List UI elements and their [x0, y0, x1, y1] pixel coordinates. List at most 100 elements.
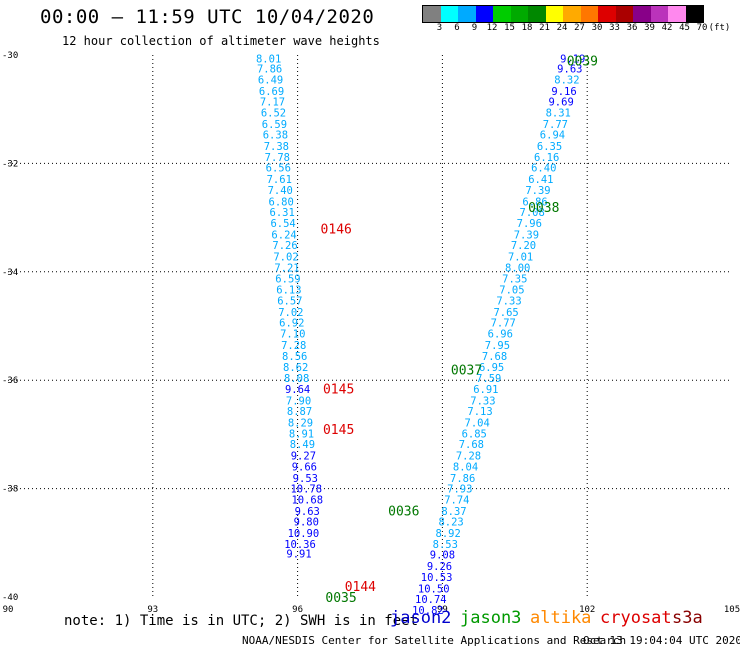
legend-label: 15 [504, 23, 515, 33]
legend-label: 21 [539, 23, 550, 33]
y-tick-label: -40 [2, 593, 18, 603]
swh-value: 6.94 [540, 130, 565, 142]
swh-value: 8.23 [438, 517, 463, 529]
swh-value: 8.08 [284, 373, 309, 385]
pass-id-label: 0145 [323, 382, 354, 397]
legend-swatch [598, 6, 616, 22]
swh-value: 10.50 [418, 583, 450, 595]
legend-swatch [440, 6, 458, 22]
swh-value: 8.29 [288, 417, 313, 429]
swh-value: 7.39 [525, 185, 550, 197]
legend-swatch [633, 6, 651, 22]
color-scale-labels: 3 6 9 12 15 18 21 24 27 30 33 36 39 42 45 70 (ft) [422, 23, 740, 35]
legend-label: 45 [679, 23, 690, 33]
timestamp: Oct 13 19:04:04 UTC 2020 [583, 634, 740, 647]
swh-value: 6.16 [534, 152, 559, 164]
swh-value: 8.91 [289, 428, 314, 440]
pass-id-label: 0146 [321, 222, 352, 237]
swh-value: 7.68 [482, 351, 507, 363]
swh-value: 7.59 [476, 373, 501, 385]
swh-value: 6.57 [277, 296, 302, 308]
swh-value: 8.32 [554, 74, 579, 86]
pass-id-label: 0145 [323, 423, 354, 438]
swh-value: 8.92 [436, 528, 461, 540]
swh-value: 7.65 [493, 307, 518, 319]
swh-value: 7.28 [456, 451, 481, 463]
swh-value: 10.53 [421, 572, 453, 584]
y-tick-label: -30 [2, 51, 18, 61]
legend-swatch [423, 6, 441, 22]
swh-value: 7.33 [470, 395, 495, 407]
swh-value: 7.20 [511, 240, 536, 252]
x-tick-label: 90 [3, 605, 14, 615]
legend-label: 39 [644, 23, 655, 33]
swh-value: 9.26 [427, 561, 452, 573]
swh-value: 10.90 [288, 528, 320, 540]
page-subtitle: 12 hour collection of altimeter wave hei… [62, 34, 380, 48]
color-scale-legend [422, 5, 704, 23]
satellite-name: s3a [672, 608, 703, 628]
swh-value: 6.92 [279, 318, 304, 330]
satellite-name: altika [530, 608, 592, 628]
swh-value: 7.05 [499, 285, 524, 297]
swh-value: 10.78 [290, 484, 322, 496]
swh-value: 7.38 [264, 141, 289, 153]
swh-value: 7.78 [265, 152, 290, 164]
satellite-name: jason3 [460, 608, 522, 628]
credits: NOAA/NESDIS Center for Satellite Applica… [242, 634, 627, 647]
legend-label: 3 [436, 23, 443, 33]
swh-value: 9.64 [285, 384, 310, 396]
swh-value: 7.39 [514, 229, 539, 241]
legend-swatch [615, 6, 633, 22]
swh-value: 7.26 [272, 240, 297, 252]
legend-label: 6 [454, 23, 460, 33]
satellite-name: cryosat [600, 608, 672, 628]
swh-value: 7.01 [508, 252, 533, 264]
swh-value: 7.86 [257, 64, 282, 76]
legend-swatch [685, 6, 703, 22]
swh-value: 8.37 [441, 506, 466, 518]
legend-label: 36 [626, 23, 638, 33]
swh-value: 6.35 [537, 141, 562, 153]
swh-value: 9.08 [430, 550, 455, 562]
swh-value: 9.16 [551, 86, 576, 98]
legend-swatch [668, 6, 686, 22]
swh-value: 8.87 [287, 406, 312, 418]
swh-value: 6.31 [270, 207, 295, 219]
pass-id-label: 0035 [325, 591, 356, 606]
swh-value: 7.40 [268, 185, 293, 197]
legend-label: 12 [486, 23, 498, 33]
swh-value: 7.77 [543, 119, 568, 131]
swh-value: 6.56 [266, 163, 291, 175]
pass-id-label: 0038 [528, 201, 559, 216]
swh-value: 6.24 [271, 229, 296, 241]
legend-label: 33 [609, 23, 620, 33]
legend-swatch [475, 6, 493, 22]
swh-value: 9.27 [291, 451, 316, 463]
satellite-name: jason2 [390, 608, 452, 628]
swh-value: 8.62 [283, 362, 308, 374]
swh-value: 7.17 [260, 97, 285, 109]
swh-value: 6.59 [262, 119, 287, 131]
legend-swatch [650, 6, 668, 22]
swh-value: 9.80 [294, 517, 319, 529]
y-tick-label: -34 [2, 268, 18, 278]
page-title: 00:00 – 11:59 UTC 10/04/2020 [40, 6, 375, 28]
swh-value: 6.91 [473, 384, 498, 396]
swh-value: 6.40 [531, 163, 556, 175]
swh-value: 7.93 [447, 484, 472, 496]
x-tick-label: 93 [147, 605, 158, 615]
swh-value: 7.68 [459, 439, 484, 451]
swh-value: 6.52 [261, 107, 286, 119]
pass-id-label: 0036 [388, 504, 419, 519]
swh-value: 7.10 [280, 329, 305, 341]
swh-value: 6.38 [263, 130, 288, 142]
swh-value: 9.63 [295, 506, 320, 518]
legend-label: 9 [471, 23, 478, 33]
swh-value: 6.95 [479, 362, 504, 374]
swh-value: 10.68 [291, 494, 323, 506]
legend-swatch [528, 6, 546, 22]
legend-swatch [493, 6, 511, 22]
swh-value: 8.49 [290, 439, 315, 451]
